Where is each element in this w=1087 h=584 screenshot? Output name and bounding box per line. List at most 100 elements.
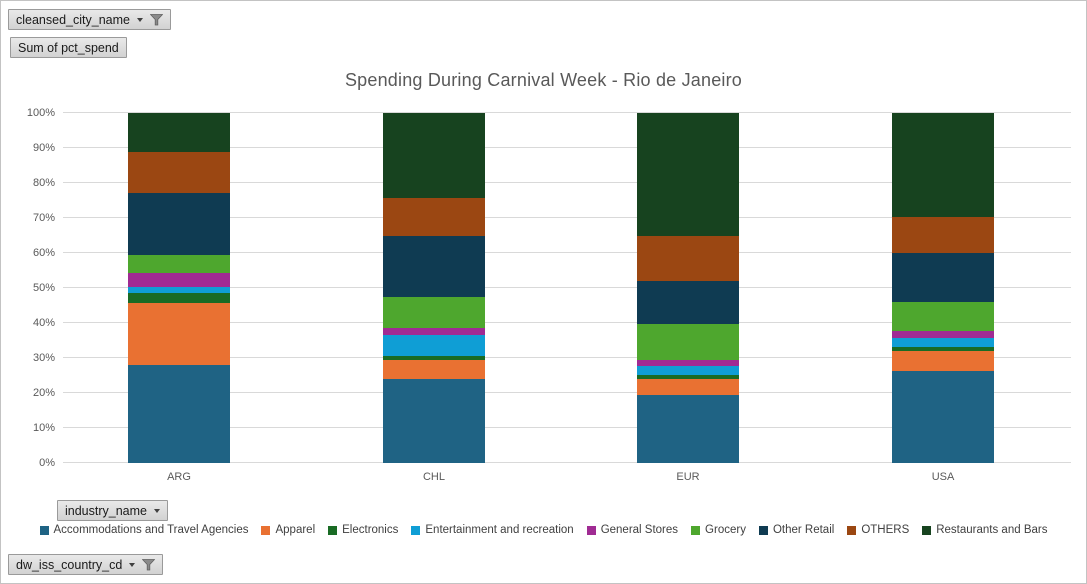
legend-item-accommodations-and-travel-agencies: Accommodations and Travel Agencies [39,524,249,536]
legend-item-others: OTHERS [847,524,909,536]
chart-title: Spending During Carnival Week - Rio de J… [344,70,743,90]
bar-segment-USA-apparel [892,350,994,372]
bar-segment-CHL-other-retail [383,236,485,298]
gridline-70% [63,217,1071,218]
bar-segment-ARG-others [128,152,230,194]
stacked-bar-USA [892,113,994,463]
gridline-0% [63,462,1071,463]
gridline-40% [63,322,1071,323]
y-tick-label-40%: 40% [32,316,55,329]
legend-swatch [847,525,857,535]
pivot-field-label: industry_name [65,503,147,518]
legend-label: Entertainment and recreation [425,524,574,536]
legend-item-grocery: Grocery [691,524,746,536]
legend-label: Apparel [275,524,316,536]
bar-segment-EUR-apparel [637,378,739,395]
bar-segment-EUR-others [637,236,739,282]
legend-swatch [922,525,932,535]
legend-swatch [758,525,768,535]
y-tick-label-60%: 60% [32,246,55,259]
legend-label: Accommodations and Travel Agencies [53,524,249,536]
gridline-30% [63,357,1071,358]
bar-segment-USA-entertainment-and-recreation [892,337,994,347]
x-category-label-USA: USA [931,471,955,483]
bar-segment-EUR-entertainment-and-recreation [637,366,739,376]
legend-swatch [328,525,338,535]
legend-label: Other Retail [772,524,835,536]
x-category-label-EUR: EUR [676,471,700,483]
bar-segment-CHL-entertainment-and-recreation [383,334,485,357]
y-tick-label-10%: 10% [32,421,55,434]
legend-label: Grocery [705,524,746,536]
pivot-value-button-sum-of-pct-spend[interactable]: Sum of pct_spend [10,37,127,58]
legend-swatch [261,525,271,535]
pivot-filter-label: dw_iss_country_cd [16,557,123,572]
x-category-label-ARG: ARG [167,471,191,483]
gridline-100% [63,112,1071,113]
bar-segment-USA-restaurants-and-bars [892,113,994,218]
y-tick-label-90%: 90% [32,141,55,154]
bar-segment-EUR-general-stores [637,360,739,367]
stacked-bar-ARG [128,113,230,463]
legend-label: General Stores [600,524,679,536]
bar-segment-EUR-electronics [637,375,739,379]
bar-segment-EUR-restaurants-and-bars [637,113,739,237]
chevron-down-icon [154,508,160,513]
bar-segment-ARG-entertainment-and-recreation [128,286,230,293]
bar-segment-USA-general-stores [892,330,994,338]
bar-segment-CHL-others [383,198,485,237]
bar-segment-CHL-restaurants-and-bars [383,113,485,199]
filter-funnel-icon [149,13,164,26]
legend-swatch [586,525,596,535]
chevron-down-icon [136,17,143,22]
gridline-10% [63,427,1071,428]
stacked-bar-EUR [637,113,739,463]
legend-item-general-stores: General Stores [586,524,679,536]
legend-item-restaurants-and-bars: Restaurants and Bars [922,524,1047,536]
bar-segment-ARG-grocery [128,255,230,273]
filter-funnel-icon [141,558,156,571]
bar-segment-USA-accommodations-and-travel-agencies [892,371,994,463]
pivot-value-label: Sum of pct_spend [18,40,119,55]
bar-segment-USA-other-retail [892,252,994,302]
y-tick-label-30%: 30% [32,351,55,364]
legend-swatch [411,525,421,535]
legend-label: Electronics [342,524,399,536]
pivot-filter-button-dw-iss-country-cd[interactable]: dw_iss_country_cd [8,554,164,575]
legend-swatch [39,525,49,535]
bar-segment-ARG-general-stores [128,272,230,287]
bar-segment-USA-others [892,217,994,253]
gridline-50% [63,287,1071,288]
gridline-60% [63,252,1071,253]
legend-item-apparel: Apparel [261,524,315,536]
pivot-field-button-industry-name[interactable]: industry_name [57,500,168,521]
legend-item-entertainment-and-recreation: Entertainment and recreation [411,524,574,536]
bar-segment-ARG-electronics [128,292,230,304]
gridline-80% [63,182,1071,183]
legend-swatch [691,525,701,535]
bar-segment-CHL-apparel [383,360,485,379]
stacked-bar-CHL [383,113,485,463]
bar-segment-CHL-grocery [383,297,485,329]
legend-item-electronics: Electronics [328,524,398,536]
bar-segment-USA-electronics [892,346,994,351]
gridline-90% [63,147,1071,148]
legend: Accommodations and Travel Agencies Appare… [0,524,1087,536]
y-tick-label-0%: 0% [39,456,55,469]
y-tick-label-50%: 50% [32,281,55,294]
bar-segment-ARG-accommodations-and-travel-agencies [128,365,230,463]
bar-segment-CHL-electronics [383,356,485,361]
bar-segment-EUR-other-retail [637,281,739,324]
x-category-label-CHL: CHL [422,471,445,483]
legend-item-other-retail: Other Retail [758,524,835,536]
bar-segment-CHL-accommodations-and-travel-agencies [383,379,485,463]
y-tick-label-70%: 70% [32,211,55,224]
bar-segment-ARG-other-retail [128,193,230,256]
bar-segment-USA-grocery [892,301,994,331]
bar-segment-CHL-general-stores [383,328,485,335]
pivot-filter-button-cleansed-city-name[interactable]: cleansed_city_name [8,9,171,30]
bar-segment-EUR-accommodations-and-travel-agencies [637,394,739,463]
bar-segment-ARG-restaurants-and-bars [128,113,230,153]
plot-area [63,112,1071,463]
legend-label: Restaurants and Bars [936,524,1048,536]
